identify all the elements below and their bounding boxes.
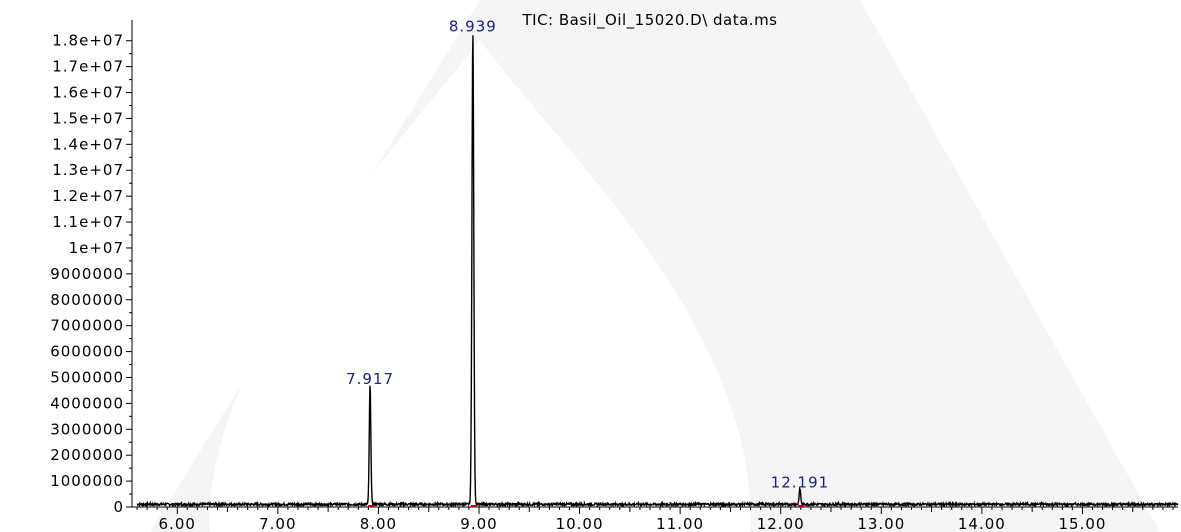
y-tick-label: 6000000 [50,343,124,361]
chart-title: TIC: Basil_Oil_15020.D\ data.ms [522,11,778,30]
peak-label: 8.939 [449,18,497,36]
y-tick-label: 1e+07 [69,239,124,257]
x-tick-label: 9.00 [460,515,497,532]
x-tick-label: 10.00 [556,515,604,532]
tic-trace [136,35,1179,509]
axes: 0 1000000 2000000 3000000 4000000 5000000 6000… [50,20,1178,532]
trace-group [136,35,1179,509]
y-tick-label: 1000000 [50,472,124,490]
y-tick-label: 1.6e+07 [52,84,124,102]
x-tick-label: 7.00 [259,515,296,532]
y-tick-label: 2000000 [50,446,124,464]
y-tick-label: 4000000 [50,394,124,412]
x-tick-label: 8.00 [360,515,397,532]
peak-label: 12.191 [771,473,830,491]
y-tick-label: 9000000 [50,265,124,283]
y-tick-label: 1.2e+07 [52,187,124,205]
y-tick-label: 1.5e+07 [52,109,124,127]
y-tick-label: 1.1e+07 [52,213,124,231]
y-tick-label: 1.4e+07 [52,135,124,153]
x-tick-label: 13.00 [857,515,905,532]
y-tick-label: 5000000 [50,368,124,386]
x-tick-label: 11.00 [656,515,704,532]
x-tick-label: 12.00 [757,515,805,532]
y-tick-label: 1.3e+07 [52,161,124,179]
y-tick-label: 0 [113,498,124,516]
x-tick-label: 14.00 [958,515,1006,532]
peak-label: 7.917 [346,370,394,388]
y-tick-label: 3000000 [50,420,124,438]
y-tick-label: 1.8e+07 [52,32,124,50]
watermark-drop [150,0,1160,532]
x-tick-label: 6.00 [159,515,196,532]
y-tick-label: 1.7e+07 [52,58,124,76]
x-tick-label: 15.00 [1058,515,1106,532]
peak-labels: 7.917 8.939 12.191 [346,18,830,507]
y-tick-label: 7000000 [50,317,124,335]
y-tick-label: 8000000 [50,291,124,309]
